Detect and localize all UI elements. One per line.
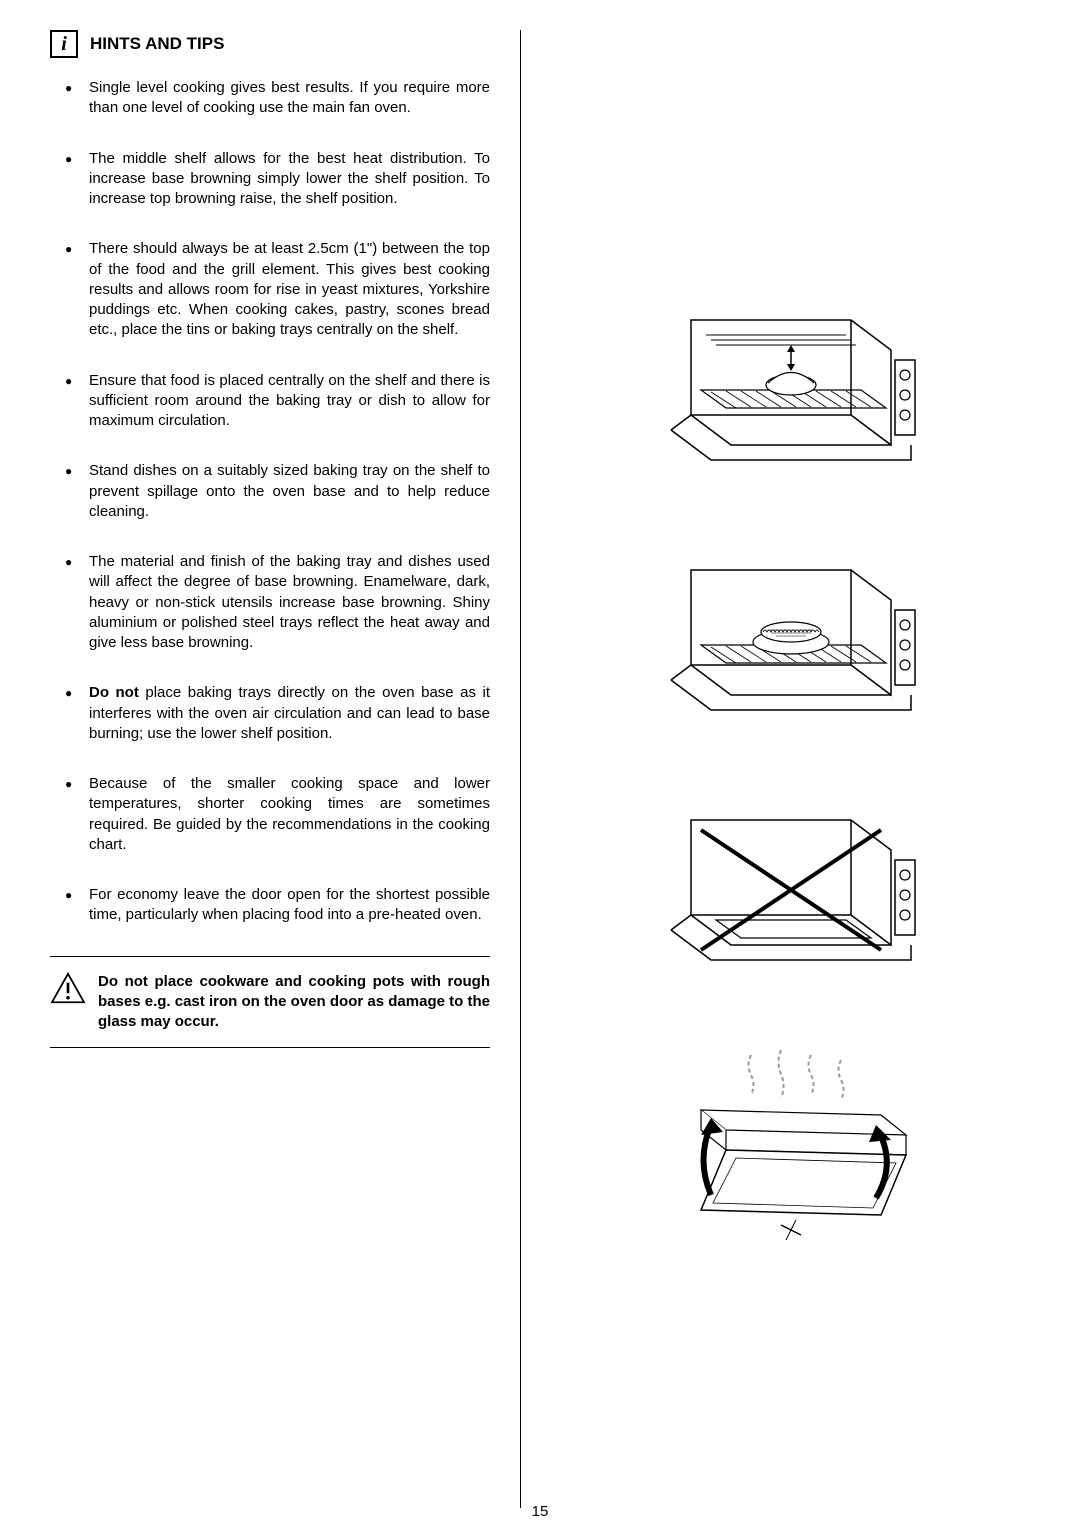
oven-clearance-diagram <box>651 290 931 490</box>
left-column: i HINTS AND TIPS Single level cooking gi… <box>50 30 490 1508</box>
tip-item: There should always be at least 2.5cm (1… <box>65 239 490 340</box>
warning-icon <box>50 972 86 1004</box>
section-title: HINTS AND TIPS <box>90 34 224 54</box>
tip-item: The middle shelf allows for the best hea… <box>65 149 490 210</box>
oven-tray-diagram <box>651 540 931 740</box>
right-column <box>520 30 1030 1508</box>
diagram-container <box>551 290 1030 490</box>
page-number: 15 <box>532 1503 549 1520</box>
info-icon: i <box>50 30 78 58</box>
diagram-container <box>551 790 1030 990</box>
oven-donot-diagram <box>651 790 931 990</box>
tip-item: The material and finish of the baking tr… <box>65 552 490 653</box>
tip-item: Ensure that food is placed centrally on … <box>65 371 490 432</box>
warning-text: Do not place cookware and cooking pots w… <box>98 972 490 1033</box>
tip-item: Because of the smaller cooking space and… <box>65 774 490 855</box>
warning-block: Do not place cookware and cooking pots w… <box>50 956 490 1049</box>
diagram-container <box>551 1040 1030 1240</box>
section-header: i HINTS AND TIPS <box>50 30 490 58</box>
oven-door-open-diagram <box>651 1040 931 1240</box>
tip-item: Single level cooking gives best results.… <box>65 78 490 119</box>
tip-item: Do not place baking trays directly on th… <box>65 683 490 744</box>
tip-item: For economy leave the door open for the … <box>65 885 490 926</box>
page-container: i HINTS AND TIPS Single level cooking gi… <box>50 30 1030 1508</box>
tip-item: Stand dishes on a suitably sized baking … <box>65 461 490 522</box>
tips-list: Single level cooking gives best results.… <box>50 78 490 926</box>
diagram-container <box>551 540 1030 740</box>
